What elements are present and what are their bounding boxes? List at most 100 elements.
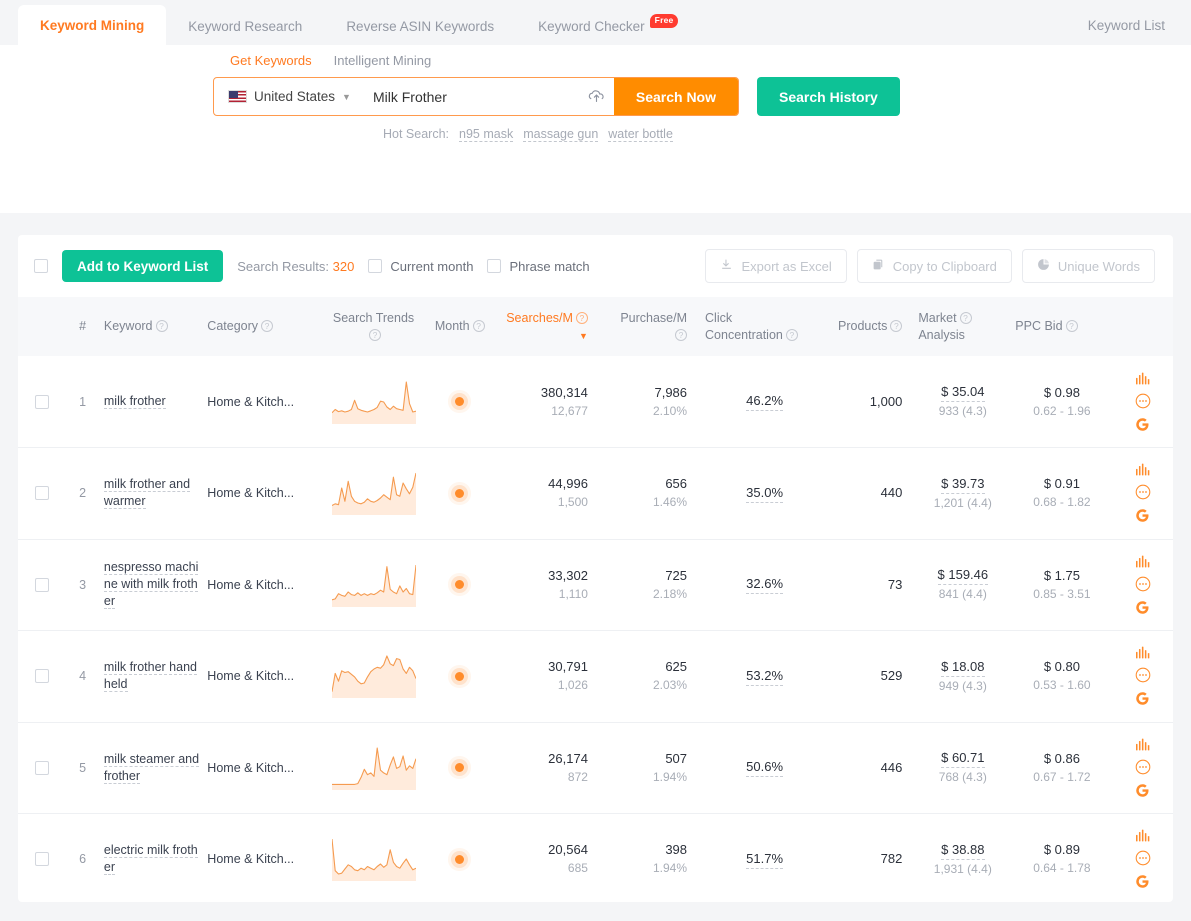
subtab-get-keywords[interactable]: Get Keywords xyxy=(230,53,312,68)
help-icon[interactable]: ? xyxy=(675,328,688,341)
table-row[interactable]: 6 electric milk frother Home & Kitch... 20,… xyxy=(18,814,1173,903)
help-icon[interactable]: ? xyxy=(575,311,588,324)
table-row[interactable]: 4 milk frother handheld Home & Kitch... 30,… xyxy=(18,631,1173,723)
current-month-checkbox[interactable] xyxy=(368,259,383,273)
col-keyword[interactable]: Keyword? xyxy=(100,297,203,356)
row-checkbox[interactable] xyxy=(34,669,49,684)
google-icon[interactable] xyxy=(1135,874,1150,889)
phrase-match-filter[interactable]: Phrase match xyxy=(487,259,590,274)
ellipsis-circle-icon[interactable] xyxy=(1135,393,1151,409)
tab-reverse-asin-keywords[interactable]: Reverse ASIN Keywords xyxy=(324,7,516,45)
tab-keyword-mining[interactable]: Keyword Mining xyxy=(18,5,167,45)
bar-chart-icon[interactable] xyxy=(1135,829,1150,842)
google-icon[interactable] xyxy=(1135,783,1150,798)
cloud-upload-icon[interactable] xyxy=(580,78,614,115)
bar-chart-icon[interactable] xyxy=(1135,738,1150,751)
row-search-trends[interactable] xyxy=(322,356,425,448)
copy-to-clipboard-button[interactable]: Copy to Clipboard xyxy=(856,249,1012,283)
row-month[interactable] xyxy=(425,356,494,448)
click-concentration-value[interactable]: 51.7% xyxy=(746,850,784,869)
current-month-filter[interactable]: Current month xyxy=(368,259,473,274)
row-keyword[interactable]: milk frother xyxy=(103,394,166,409)
col-search-trends[interactable]: Search Trends? xyxy=(322,297,425,356)
bar-chart-icon[interactable] xyxy=(1135,646,1150,659)
help-icon[interactable]: ? xyxy=(890,320,903,333)
tab-keyword-checker[interactable]: Keyword Checker Free xyxy=(516,7,700,45)
hot-search-item-1[interactable]: massage gun xyxy=(523,127,599,142)
row-search-trends[interactable] xyxy=(322,448,425,540)
row-keyword[interactable]: milk frother and warmer xyxy=(103,477,191,510)
help-icon[interactable]: ? xyxy=(261,320,274,333)
google-icon[interactable] xyxy=(1135,417,1150,432)
col-searches-per-month[interactable]: Searches/M ? ▼ xyxy=(494,297,602,356)
row-month[interactable] xyxy=(425,539,494,631)
help-icon[interactable]: ? xyxy=(959,311,972,324)
hot-search-item-2[interactable]: water bottle xyxy=(608,127,673,142)
ellipsis-circle-icon[interactable] xyxy=(1135,484,1151,500)
help-icon[interactable]: ? xyxy=(369,328,382,341)
ellipsis-circle-icon[interactable] xyxy=(1135,850,1151,866)
col-products[interactable]: Products? xyxy=(828,297,914,356)
row-checkbox[interactable] xyxy=(34,394,49,409)
row-checkbox[interactable] xyxy=(34,577,49,592)
tab-keyword-research[interactable]: Keyword Research xyxy=(166,7,324,45)
search-now-button[interactable]: Search Now xyxy=(613,78,738,115)
table-row[interactable]: 2 milk frother and warmer Home & Kitch... 4… xyxy=(18,448,1173,540)
col-month[interactable]: Month? xyxy=(425,297,494,356)
row-search-trends[interactable] xyxy=(322,631,425,723)
google-icon[interactable] xyxy=(1135,600,1150,615)
bar-chart-icon[interactable] xyxy=(1135,372,1150,385)
help-icon[interactable]: ? xyxy=(785,328,798,341)
row-month[interactable] xyxy=(425,814,494,903)
ellipsis-circle-icon[interactable] xyxy=(1135,759,1151,775)
country-selector[interactable]: United States ▼ xyxy=(214,78,363,115)
col-category[interactable]: Category? xyxy=(203,297,322,356)
ellipsis-circle-icon[interactable] xyxy=(1135,576,1151,592)
table-row[interactable]: 1 milk frother Home & Kitch... 380,314 12,67… xyxy=(18,356,1173,448)
row-checkbox[interactable] xyxy=(34,760,49,775)
click-concentration-value[interactable]: 46.2% xyxy=(746,392,784,411)
row-keyword[interactable]: electric milk frother xyxy=(103,843,198,876)
row-checkbox[interactable] xyxy=(34,852,49,867)
keyword-list-link[interactable]: Keyword List xyxy=(1087,18,1165,33)
row-keyword[interactable]: milk frother handheld xyxy=(103,660,197,693)
unique-words-button[interactable]: Unique Words xyxy=(1021,249,1155,283)
search-history-button[interactable]: Search History xyxy=(757,77,900,116)
table-row[interactable]: 3 nespresso machine with milk frother Home… xyxy=(18,539,1173,631)
google-icon[interactable] xyxy=(1135,691,1150,706)
row-month[interactable] xyxy=(425,448,494,540)
table-row[interactable]: 5 milk steamer and frother Home & Kitch...… xyxy=(18,722,1173,814)
col-click-concentration[interactable]: Click Concentration? xyxy=(701,297,828,356)
row-search-trends[interactable] xyxy=(322,539,425,631)
select-all-checkbox[interactable] xyxy=(34,259,48,273)
bar-chart-icon[interactable] xyxy=(1135,555,1150,568)
col-market-analysis[interactable]: Market? Analysis xyxy=(914,297,1011,356)
row-search-trends[interactable] xyxy=(322,814,425,903)
google-icon[interactable] xyxy=(1135,508,1150,523)
col-ppc-bid[interactable]: PPC Bid? xyxy=(1011,297,1112,356)
sort-desc-icon[interactable]: ▼ xyxy=(579,330,588,341)
export-as-excel-button[interactable]: Export as Excel xyxy=(705,249,847,283)
phrase-match-checkbox[interactable] xyxy=(487,259,502,273)
row-checkbox[interactable] xyxy=(34,486,49,501)
help-icon[interactable]: ? xyxy=(155,320,168,333)
ellipsis-circle-icon[interactable] xyxy=(1135,667,1151,683)
tab-label: Keyword Research xyxy=(188,18,303,34)
col-purchase-per-month[interactable]: Purchase/M? xyxy=(602,297,701,356)
help-icon[interactable]: ? xyxy=(1065,320,1078,333)
search-input[interactable] xyxy=(362,78,580,115)
row-search-trends[interactable] xyxy=(322,722,425,814)
row-month[interactable] xyxy=(425,722,494,814)
click-concentration-value[interactable]: 50.6% xyxy=(746,758,784,778)
help-icon[interactable]: ? xyxy=(472,320,485,333)
row-keyword[interactable]: milk steamer and frother xyxy=(103,751,200,784)
add-to-keyword-list-button[interactable]: Add to Keyword List xyxy=(62,250,224,282)
click-concentration-value[interactable]: 32.6% xyxy=(746,575,784,595)
hot-search-item-0[interactable]: n95 mask xyxy=(459,127,514,142)
subtab-intelligent-mining[interactable]: Intelligent Mining xyxy=(333,53,432,68)
bar-chart-icon[interactable] xyxy=(1135,463,1150,476)
row-month[interactable] xyxy=(425,631,494,723)
click-concentration-value[interactable]: 35.0% xyxy=(746,484,784,503)
click-concentration-value[interactable]: 53.2% xyxy=(746,667,784,686)
row-keyword[interactable]: nespresso machine with milk frother xyxy=(103,560,199,610)
